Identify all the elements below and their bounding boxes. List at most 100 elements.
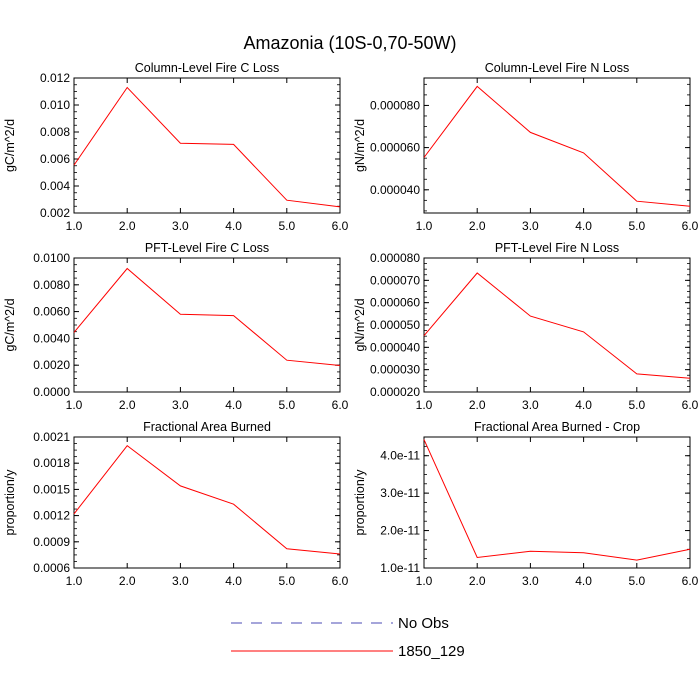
x-tick-label: 2.0 bbox=[119, 398, 136, 412]
legend: No Obs 1850_129 bbox=[231, 615, 465, 660]
y-tick-label: 3.0e-11 bbox=[380, 486, 420, 500]
x-tick-label: 6.0 bbox=[332, 219, 349, 233]
y-axis-label: gC/m^2/d bbox=[3, 298, 17, 351]
y-tick-label: 0.000030 bbox=[370, 363, 420, 377]
plot-frame bbox=[423, 257, 691, 393]
y-tick-label: 0.000070 bbox=[370, 273, 420, 287]
y-tick-label: 0.010 bbox=[40, 98, 70, 112]
y-tick-label: 0.0009 bbox=[33, 535, 70, 549]
y-tick-label: 0.0080 bbox=[33, 278, 70, 292]
chart-panel: Column-Level Fire N Loss gN/m^2/d0.000040… bbox=[353, 61, 699, 233]
x-tick-label: 4.0 bbox=[225, 219, 242, 233]
y-axis-label: gN/m^2/d bbox=[353, 298, 367, 351]
x-tick-label: 1.0 bbox=[416, 574, 433, 588]
x-tick-label: 2.0 bbox=[119, 219, 136, 233]
x-tick-label: 3.0 bbox=[522, 219, 539, 233]
chart-panel: Column-Level Fire C Loss gC/m^2/d 0.002 0.0… bbox=[3, 61, 349, 233]
figure-title: Amazonia (10S-0,70-50W) bbox=[243, 33, 456, 53]
y-tick-label: 0.0006 bbox=[33, 561, 70, 575]
x-tick-label: 4.0 bbox=[575, 398, 592, 412]
y-tick-label: 0.006 bbox=[40, 152, 70, 166]
x-tick-label: 4.0 bbox=[575, 574, 592, 588]
y-tick-label: 0.000040 bbox=[370, 183, 420, 197]
x-tick-label: 4.0 bbox=[575, 219, 592, 233]
series-line bbox=[73, 267, 341, 366]
x-tick-label: 5.0 bbox=[278, 219, 295, 233]
plot-frame bbox=[73, 77, 341, 214]
legend-label: 1850_129 bbox=[398, 643, 465, 660]
y-tick-label: 0.000080 bbox=[370, 251, 420, 265]
y-tick-label: 0.0021 bbox=[33, 430, 70, 444]
chart-panel: PFT-Level Fire N Loss gN/m^2/d 0.000020 0.0… bbox=[353, 241, 699, 412]
x-tick-label: 6.0 bbox=[332, 574, 349, 588]
x-tick-label: 1.0 bbox=[416, 398, 433, 412]
y-tick-label: 0.0100 bbox=[33, 251, 70, 265]
x-tick-label: 4.0 bbox=[225, 574, 242, 588]
x-tick-label: 1.0 bbox=[416, 219, 433, 233]
y-tick-label: 0.0040 bbox=[33, 331, 70, 345]
y-tick-label: 0.008 bbox=[40, 125, 70, 139]
y-tick-label: 0.0060 bbox=[33, 305, 70, 319]
y-tick-label: 0.0015 bbox=[33, 482, 70, 496]
y-tick-label: 0.0000 bbox=[33, 385, 70, 399]
y-tick-label: 0.0020 bbox=[33, 358, 70, 372]
y-tick-label: 0.004 bbox=[40, 179, 70, 193]
x-tick-label: 5.0 bbox=[278, 574, 295, 588]
chart-panel: Fractional Area Burned - Crop proportion/… bbox=[353, 420, 699, 588]
panel-title: PFT-Level Fire N Loss bbox=[495, 241, 619, 255]
panel-title: Fractional Area Burned bbox=[143, 420, 271, 434]
x-tick-label: 3.0 bbox=[172, 398, 189, 412]
chart-panel: PFT-Level Fire C Loss gC/m^2/d 0.0000 0.002… bbox=[3, 241, 349, 412]
y-tick-label: 0.000020 bbox=[370, 385, 420, 399]
y-axis-label: proportion/y bbox=[3, 469, 17, 536]
x-tick-label: 5.0 bbox=[278, 398, 295, 412]
panel-title: Fractional Area Burned - Crop bbox=[474, 420, 640, 434]
y-axis-label: proportion/y bbox=[353, 469, 367, 536]
x-tick-label: 5.0 bbox=[628, 219, 645, 233]
plot-frame bbox=[73, 436, 341, 569]
x-tick-label: 4.0 bbox=[225, 398, 242, 412]
x-tick-label: 1.0 bbox=[66, 219, 83, 233]
x-tick-label: 6.0 bbox=[332, 398, 349, 412]
y-tick-label: 4.0e-11 bbox=[380, 449, 420, 463]
x-tick-label: 6.0 bbox=[682, 219, 699, 233]
y-tick-label: 0.0018 bbox=[33, 456, 70, 470]
y-tick-label: 0.002 bbox=[40, 206, 70, 220]
y-tick-label: 0.0012 bbox=[33, 509, 70, 523]
chart-panels: Column-Level Fire C Loss gC/m^2/d 0.002 0.0… bbox=[3, 61, 699, 588]
y-axis-label: gN/m^2/d bbox=[353, 119, 367, 172]
x-tick-label: 1.0 bbox=[66, 398, 83, 412]
x-tick-label: 2.0 bbox=[119, 574, 136, 588]
y-tick-label: 0.000050 bbox=[370, 318, 420, 332]
panel-title: Column-Level Fire C Loss bbox=[135, 61, 280, 75]
x-tick-label: 1.0 bbox=[66, 574, 83, 588]
series-line bbox=[73, 86, 341, 208]
series-line bbox=[423, 85, 691, 207]
y-tick-label: 0.000040 bbox=[370, 340, 420, 354]
series-line bbox=[73, 445, 341, 555]
y-tick-label: 1.0e-11 bbox=[380, 561, 420, 575]
chart-panel: Fractional Area Burned proportion/y 0.0006… bbox=[3, 420, 349, 588]
panel-title: Column-Level Fire N Loss bbox=[485, 61, 630, 75]
series-line bbox=[423, 272, 691, 379]
y-tick-label: 0.012 bbox=[40, 71, 70, 85]
x-tick-label: 2.0 bbox=[469, 398, 486, 412]
x-tick-label: 2.0 bbox=[469, 574, 486, 588]
x-tick-label: 3.0 bbox=[522, 574, 539, 588]
panel-title: PFT-Level Fire C Loss bbox=[145, 241, 269, 255]
legend-entry: No Obs bbox=[231, 615, 449, 632]
x-tick-label: 5.0 bbox=[628, 398, 645, 412]
y-tick-label: 2.0e-11 bbox=[380, 524, 420, 538]
y-axis-label: gC/m^2/d bbox=[3, 119, 17, 172]
y-tick-label: 0.000060 bbox=[370, 296, 420, 310]
x-tick-label: 6.0 bbox=[682, 574, 699, 588]
plot-frame bbox=[73, 257, 341, 393]
x-tick-label: 3.0 bbox=[522, 398, 539, 412]
legend-label: No Obs bbox=[398, 615, 449, 632]
x-tick-label: 6.0 bbox=[682, 398, 699, 412]
x-tick-label: 3.0 bbox=[172, 219, 189, 233]
x-tick-label: 3.0 bbox=[172, 574, 189, 588]
x-tick-label: 5.0 bbox=[628, 574, 645, 588]
series-line bbox=[423, 439, 691, 561]
